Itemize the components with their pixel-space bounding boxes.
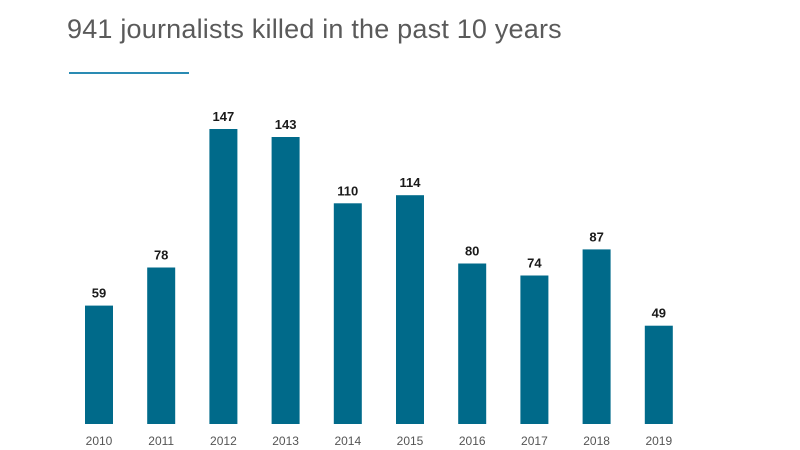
bar-2011 xyxy=(147,267,176,424)
data-label-2016: 80 xyxy=(465,244,479,259)
bar-2016 xyxy=(458,263,487,424)
x-tick-label-2012: 2012 xyxy=(210,434,237,448)
data-label-2011: 78 xyxy=(154,248,168,263)
bar-2013 xyxy=(271,137,300,424)
data-label-2018: 87 xyxy=(589,229,603,244)
data-label-2013: 143 xyxy=(275,117,297,132)
bar-2014 xyxy=(333,203,362,424)
x-tick-label-2013: 2013 xyxy=(272,434,299,448)
title-underline xyxy=(69,72,189,74)
x-tick-label-2018: 2018 xyxy=(583,434,610,448)
x-tick-label-2019: 2019 xyxy=(645,434,672,448)
bar-2017 xyxy=(520,275,549,424)
data-label-2012: 147 xyxy=(213,109,235,124)
bar-2015 xyxy=(396,195,424,424)
data-label-2015: 114 xyxy=(400,175,422,190)
data-label-2017: 74 xyxy=(527,256,542,271)
chart-title: 941 journalists killed in the past 10 ye… xyxy=(67,14,562,44)
bar-2018 xyxy=(582,249,611,424)
x-tick-label-2011: 2011 xyxy=(148,434,174,448)
bar-2012 xyxy=(209,129,238,424)
data-label-2019: 49 xyxy=(652,306,666,321)
bar-2019 xyxy=(644,325,673,424)
data-label-2010: 59 xyxy=(92,286,106,301)
bar-2010 xyxy=(85,305,113,424)
data-label-2014: 110 xyxy=(337,183,358,198)
x-tick-label-2010: 2010 xyxy=(86,434,113,448)
x-tick-label-2014: 2014 xyxy=(334,434,361,448)
x-tick-label-2015: 2015 xyxy=(397,434,424,448)
x-tick-label-2017: 2017 xyxy=(521,434,548,448)
x-tick-label-2016: 2016 xyxy=(459,434,486,448)
